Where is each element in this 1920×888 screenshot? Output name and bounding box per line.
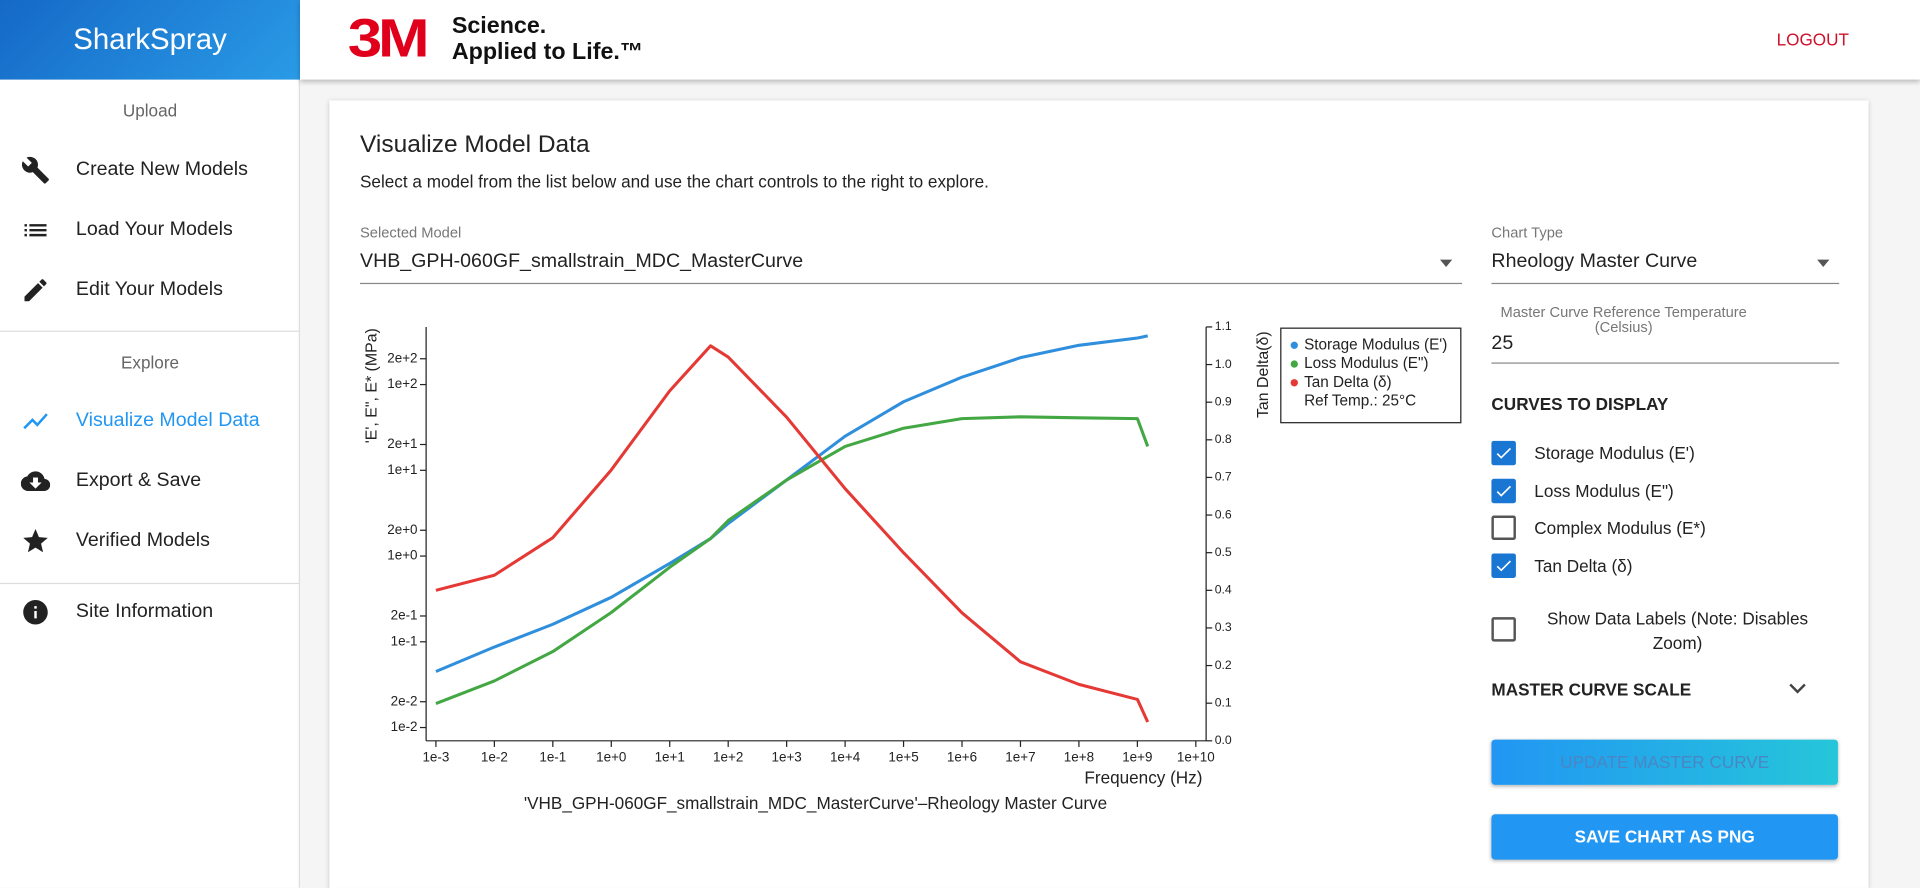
nav-item[interactable]: Load Your Models [75,219,233,240]
logo-text: Science. [451,13,547,40]
field-label: Chart Type [1491,224,1564,242]
checkbox[interactable] [1491,478,1516,503]
section-heading: Upload [122,100,178,120]
dropdown-arrow[interactable] [1439,256,1454,271]
checkbox-label[interactable]: Tan Delta (δ) [1534,556,1633,576]
checkmark [1496,560,1512,572]
divider [0,330,300,332]
save-button[interactable]: SAVE CHART AS PNG [1491,814,1838,860]
checkmark [1496,485,1512,497]
header [300,0,1920,80]
checkbox[interactable] [1491,553,1516,579]
page-subtitle: Select a model from the list below and u… [360,171,989,192]
logo-text: Applied to Life.™ [451,39,644,65]
ref-temp-input[interactable]: 25 [1491,333,1514,354]
checkbox[interactable] [1491,515,1516,541]
section-heading: CURVES TO DISPLAY [1491,394,1669,414]
sidebar [0,0,300,888]
list-icon [24,224,47,237]
nav-item[interactable]: Verified Models [75,530,210,552]
checkbox-label[interactable]: Show Data Labels (Note: Disables Zoom) [1546,608,1809,653]
field-label: Selected Model [360,224,462,242]
info-icon [23,600,48,625]
nav-item[interactable]: Edit Your Models [75,279,223,300]
star-icon [23,528,48,553]
download-icon [20,471,51,492]
logout-link[interactable]: LOGOUT [1776,29,1849,49]
checkbox[interactable] [1491,440,1516,466]
pencil-icon [24,279,47,302]
checkmark [1496,447,1512,459]
nav-item[interactable]: Create New Models [75,159,248,180]
nav-item[interactable]: Site Information [75,601,214,623]
update-button[interactable]: UPDATE MASTER CURVE [1491,739,1838,785]
timeline-icon [23,413,48,430]
brand[interactable]: SharkSpray [0,0,300,80]
model-select[interactable]: VHB_GPH-060GF_smallstrain_MDC_MasterCurv… [360,251,804,272]
field-underline [360,282,1463,285]
nav-item[interactable]: Export & Save [75,470,202,492]
checkbox-label[interactable]: Loss Modulus (E") [1534,480,1674,501]
checkbox-label[interactable]: Complex Modulus (E*) [1534,518,1706,539]
section-heading[interactable]: MASTER CURVE SCALE [1491,679,1692,700]
checkbox[interactable] [1491,617,1516,642]
nav-item[interactable]: Visualize Model Data [75,410,260,432]
checkbox-label[interactable]: Storage Modulus (E') [1534,443,1695,463]
divider [0,582,300,585]
wrench-icon [21,156,49,184]
logo-mark: 3M [347,8,430,69]
field-label: Master Curve Reference Temperature (Cels… [1500,303,1747,336]
chevron-icon[interactable] [1788,681,1808,698]
page-title: Visualize Model Data [360,131,590,158]
section-heading: Explore [120,352,180,373]
chart-type-select[interactable]: Rheology Master Curve [1491,251,1698,272]
field-underline [1491,282,1840,285]
dropdown-arrow[interactable] [1816,256,1831,271]
field-underline [1491,362,1840,364]
